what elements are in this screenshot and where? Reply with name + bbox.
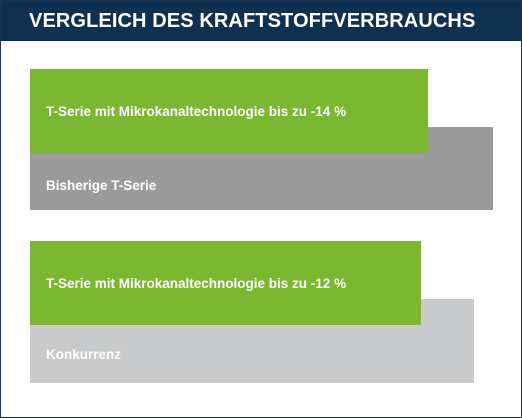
chart-title: VERGLEICH DES KRAFTSTOFFVERBRAUCHS xyxy=(29,10,476,32)
improved-bar-1: T-Serie mit Mikrokanaltechnologie bis zu… xyxy=(30,69,429,153)
improved-bar-label-2: T-Serie mit Mikrokanaltechnologie bis zu… xyxy=(46,275,347,291)
chart-header: VERGLEICH DES KRAFTSTOFFVERBRAUCHS xyxy=(1,1,521,41)
reference-bar-label-1: Bisherige T-Serie xyxy=(46,178,157,193)
reference-bar-label-2: Konkurrenz xyxy=(46,347,122,362)
improved-bar-2: T-Serie mit Mikrokanaltechnologie bis zu… xyxy=(30,241,421,325)
improved-bar-label-1: T-Serie mit Mikrokanaltechnologie bis zu… xyxy=(46,103,347,119)
